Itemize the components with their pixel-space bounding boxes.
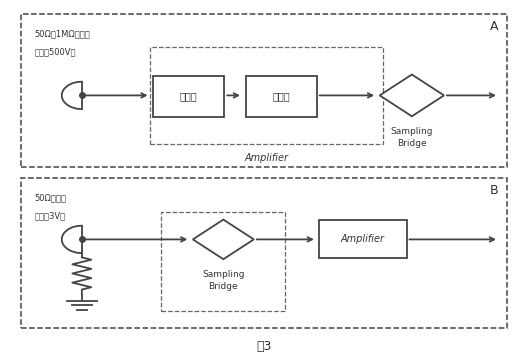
Text: Amplifier: Amplifier [244,153,289,163]
Bar [153,76,224,117]
Text: Bridge: Bridge [397,139,427,148]
Bar [150,47,383,144]
Bar [319,220,407,258]
Text: Amplifier: Amplifier [341,234,385,244]
Text: 衰减器: 衰减器 [180,91,197,101]
Bar [246,76,317,117]
Text: 50Ω输入端: 50Ω输入端 [34,194,66,202]
Text: 50Ω抖1MΩ输入端: 50Ω抖1MΩ输入端 [34,30,90,39]
Text: （最大3V）: （最大3V） [34,211,65,220]
Bar [21,178,507,328]
Text: Sampling: Sampling [202,270,244,279]
Polygon shape [380,75,444,116]
Text: 图3: 图3 [256,340,272,353]
Text: （最大500V）: （最大500V） [34,48,76,57]
Text: 衰减器: 衰减器 [272,91,290,101]
Text: B: B [489,184,498,197]
Bar [21,14,507,167]
Text: A: A [489,21,498,33]
Polygon shape [193,220,254,259]
Text: Sampling: Sampling [391,127,433,136]
Bar [161,212,285,311]
Text: Bridge: Bridge [209,282,238,291]
